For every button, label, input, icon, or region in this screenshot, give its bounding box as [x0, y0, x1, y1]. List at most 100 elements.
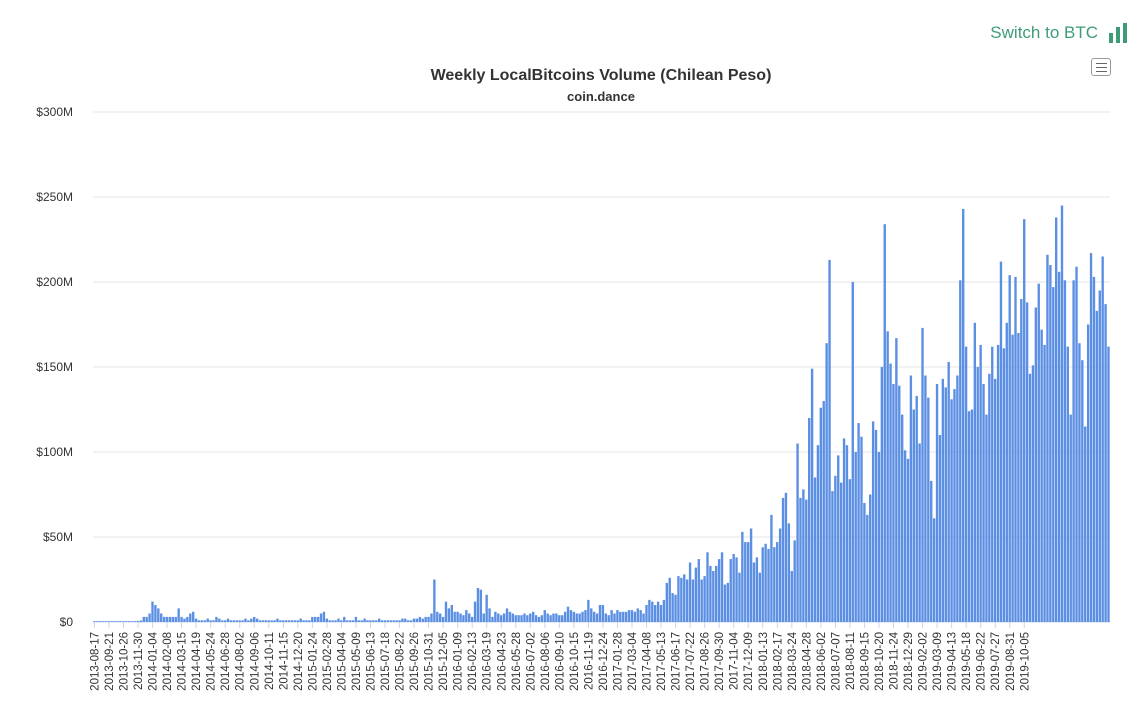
volume-bar[interactable]: [517, 615, 520, 622]
volume-bar[interactable]: [822, 401, 825, 622]
volume-bar[interactable]: [485, 594, 488, 622]
volume-bar[interactable]: [706, 552, 709, 622]
volume-bar[interactable]: [142, 616, 145, 622]
volume-bar[interactable]: [168, 616, 172, 622]
volume-bar[interactable]: [921, 327, 924, 622]
volume-bar[interactable]: [395, 620, 398, 622]
volume-bar[interactable]: [331, 620, 334, 622]
volume-bar[interactable]: [770, 514, 773, 622]
volume-bar[interactable]: [726, 582, 730, 622]
volume-bar[interactable]: [226, 618, 230, 622]
volume-bar[interactable]: [723, 584, 727, 622]
volume-bar[interactable]: [418, 616, 422, 622]
volume-bar[interactable]: [552, 613, 555, 623]
volume-bar[interactable]: [935, 384, 939, 622]
volume-bar[interactable]: [996, 344, 1000, 622]
volume-bar[interactable]: [316, 616, 320, 622]
volume-bar[interactable]: [197, 620, 201, 622]
volume-bar[interactable]: [962, 208, 965, 622]
volume-bar[interactable]: [255, 618, 259, 622]
volume-bar[interactable]: [334, 620, 337, 622]
volume-bar[interactable]: [337, 618, 340, 622]
volume-bar[interactable]: [500, 615, 503, 622]
volume-bar[interactable]: [851, 282, 854, 622]
volume-bar[interactable]: [941, 378, 945, 622]
volume-bar[interactable]: [113, 621, 116, 622]
volume-bar[interactable]: [767, 548, 770, 622]
volume-bar[interactable]: [302, 620, 305, 622]
volume-bar[interactable]: [404, 618, 407, 622]
volume-bar[interactable]: [947, 361, 950, 622]
volume-bar[interactable]: [688, 562, 692, 623]
volume-bar[interactable]: [125, 621, 128, 622]
volume-bar[interactable]: [314, 616, 317, 622]
volume-bar[interactable]: [985, 414, 988, 622]
volume-bar[interactable]: [450, 605, 453, 622]
volume-bar[interactable]: [270, 620, 273, 622]
volume-bar[interactable]: [253, 616, 256, 622]
volume-bar[interactable]: [959, 280, 962, 622]
volume-bar[interactable]: [1008, 275, 1011, 622]
volume-bar[interactable]: [264, 620, 268, 622]
volume-bar[interactable]: [526, 615, 529, 622]
volume-bar[interactable]: [128, 621, 131, 622]
volume-bar[interactable]: [296, 620, 299, 622]
volume-bar[interactable]: [221, 620, 224, 622]
volume-bar[interactable]: [383, 620, 387, 622]
volume-bar[interactable]: [866, 514, 869, 622]
volume-bar[interactable]: [101, 621, 105, 622]
volume-bar[interactable]: [200, 620, 204, 622]
volume-bar[interactable]: [624, 611, 628, 622]
volume-bar[interactable]: [993, 378, 997, 622]
volume-bar[interactable]: [154, 605, 157, 622]
volume-bar[interactable]: [549, 615, 552, 622]
volume-bar[interactable]: [470, 616, 474, 622]
volume-bar[interactable]: [598, 605, 602, 622]
volume-bar[interactable]: [1017, 333, 1020, 622]
volume-bar[interactable]: [871, 421, 875, 622]
volume-bar[interactable]: [351, 620, 355, 622]
volume-bar[interactable]: [837, 455, 840, 622]
volume-bar[interactable]: [1025, 302, 1029, 622]
volume-bar[interactable]: [1031, 365, 1035, 622]
volume-bar[interactable]: [677, 576, 680, 622]
volume-bar[interactable]: [325, 618, 329, 622]
volume-bar[interactable]: [468, 613, 471, 623]
volume-bar[interactable]: [869, 494, 872, 623]
volume-bar[interactable]: [130, 621, 134, 622]
volume-bar[interactable]: [590, 608, 593, 622]
volume-bar[interactable]: [680, 577, 683, 622]
volume-bar[interactable]: [505, 608, 509, 622]
volume-bar[interactable]: [348, 620, 352, 622]
volume-bar[interactable]: [401, 618, 404, 622]
volume-bar[interactable]: [883, 224, 886, 622]
volume-bar[interactable]: [848, 479, 852, 622]
volume-bar[interactable]: [819, 407, 823, 622]
volume-bar[interactable]: [1095, 310, 1099, 622]
volume-bar[interactable]: [377, 618, 381, 622]
volume-bar[interactable]: [194, 618, 198, 622]
volume-bar[interactable]: [1046, 254, 1049, 623]
volume-bar[interactable]: [671, 593, 674, 622]
volume-bar[interactable]: [717, 559, 721, 622]
volume-bar[interactable]: [924, 375, 927, 623]
volume-bar[interactable]: [189, 613, 192, 623]
volume-bar[interactable]: [354, 616, 358, 622]
volume-bar[interactable]: [930, 480, 933, 622]
volume-bar[interactable]: [700, 579, 703, 623]
volume-bar[interactable]: [340, 620, 343, 622]
volume-bar[interactable]: [903, 450, 907, 622]
volume-bar[interactable]: [363, 618, 366, 622]
volume-bar[interactable]: [973, 322, 977, 622]
volume-bar[interactable]: [793, 540, 796, 622]
volume-bar[interactable]: [1037, 283, 1040, 622]
volume-bar[interactable]: [1034, 307, 1038, 623]
volume-bar[interactable]: [1005, 322, 1008, 622]
volume-bar[interactable]: [241, 620, 244, 622]
volume-bar[interactable]: [738, 572, 741, 622]
volume-bar[interactable]: [537, 616, 541, 622]
volume-bar[interactable]: [282, 620, 285, 622]
volume-bar[interactable]: [790, 571, 793, 622]
volume-bar[interactable]: [834, 475, 837, 622]
volume-bar[interactable]: [915, 395, 918, 622]
